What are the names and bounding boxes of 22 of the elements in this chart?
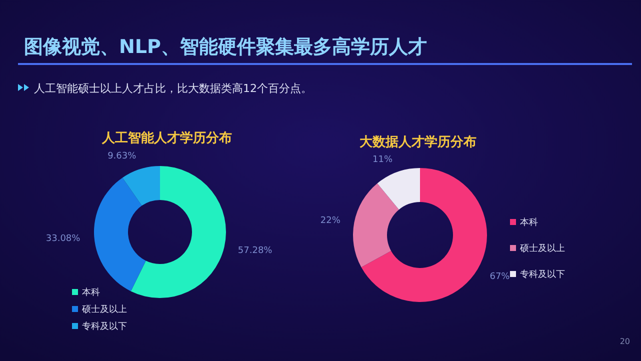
text: 图像视觉、NLP、智能硬件聚集最多高学历人才 — [24, 36, 427, 58]
data-label: 22% — [320, 216, 341, 226]
legend-label: 专科及以下 — [520, 269, 565, 280]
donut-slice — [377, 168, 420, 210]
chart-title: 大数据人才学历分布 — [360, 135, 476, 150]
data-label: 33.08% — [46, 234, 81, 244]
text: 20 — [620, 337, 630, 346]
data-label: 11% — [372, 154, 393, 165]
donut-slice — [122, 166, 160, 206]
data-label: 57.28% — [238, 246, 273, 256]
data-label: 67% — [490, 272, 510, 282]
text: 人工智能硕士以上人才占比，比大数据类高12个百分点。 — [34, 82, 312, 95]
donut-slice — [130, 166, 226, 298]
donut-slice — [353, 183, 399, 268]
legend-label: 硕士及以上 — [519, 243, 565, 254]
data-label: 9.63% — [108, 152, 137, 162]
legend-label: 本科 — [82, 287, 100, 298]
chart-title: 人工智能人才学历分布 — [101, 130, 232, 146]
donut-slice — [361, 168, 487, 302]
legend-label: 本科 — [520, 217, 538, 228]
legend-label: 硕士及以上 — [81, 304, 127, 315]
legend-label: 专科及以下 — [82, 321, 127, 332]
